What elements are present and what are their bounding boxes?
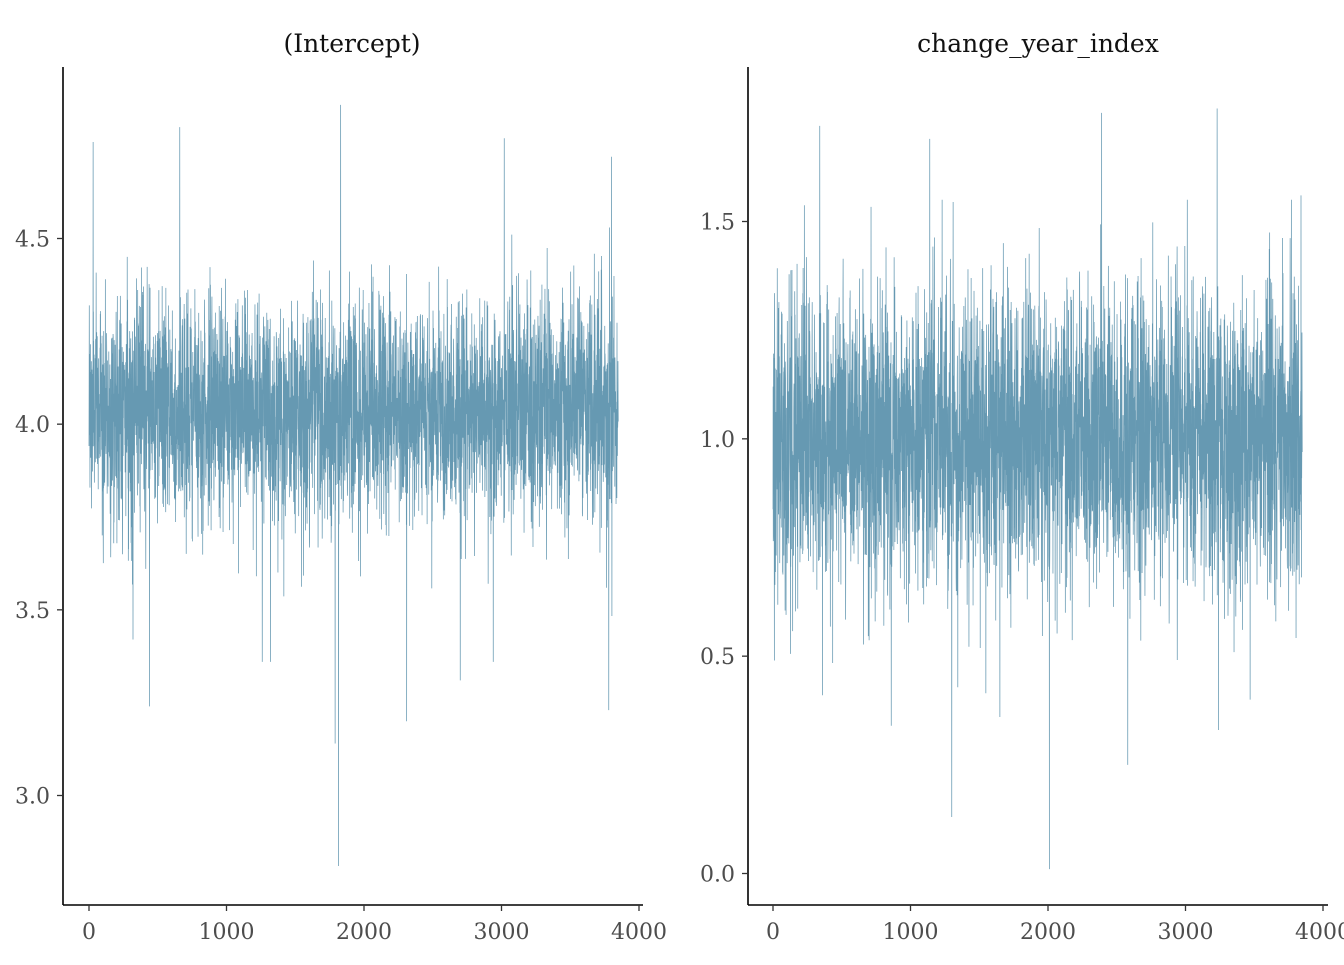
x-tick-label: 1000 — [883, 920, 939, 945]
y-tick-label: 4.0 — [15, 413, 50, 438]
trace-series-line — [88, 104, 619, 867]
x-tick-label: 2000 — [1020, 920, 1076, 945]
y-tick-label: 4.5 — [15, 228, 50, 253]
y-tick-label: 3.0 — [15, 785, 50, 810]
panel-title-intercept: (Intercept) — [283, 29, 420, 58]
axis-ticks-change-year-index: 0 1000 2000 3000 4000 0.0 0.5 1.0 1.5 — [700, 211, 1344, 946]
trace-intercept — [88, 104, 619, 867]
x-tick-label: 0 — [766, 920, 780, 945]
x-tick-label: 1000 — [199, 920, 255, 945]
y-tick-label: 1.5 — [700, 211, 735, 236]
trace-change-year-index — [772, 108, 1303, 870]
axis-ticks-intercept: 0 1000 2000 3000 4000 3.0 3.5 4.0 4.5 — [15, 228, 667, 946]
y-tick-label: 1.0 — [700, 428, 735, 453]
x-tick-label: 3000 — [1158, 920, 1214, 945]
panel-title-change-year-index: change_year_index — [917, 29, 1159, 58]
y-tick-label: 0.0 — [700, 863, 735, 888]
x-tick-label: 2000 — [336, 920, 392, 945]
x-tick-label: 4000 — [611, 920, 667, 945]
x-tick-label: 0 — [82, 920, 96, 945]
panel-intercept: (Intercept) 0 1000 2000 3000 4000 3.0 3.5 4.0 4.… — [15, 29, 667, 945]
trace-series-line — [772, 108, 1303, 870]
panel-change-year-index: change_year_index 0 1000 2000 3000 4000 0.0 0.… — [700, 29, 1344, 945]
x-tick-label: 3000 — [474, 920, 530, 945]
y-tick-label: 3.5 — [15, 599, 50, 624]
y-tick-label: 0.5 — [700, 645, 735, 670]
x-tick-label: 4000 — [1295, 920, 1344, 945]
